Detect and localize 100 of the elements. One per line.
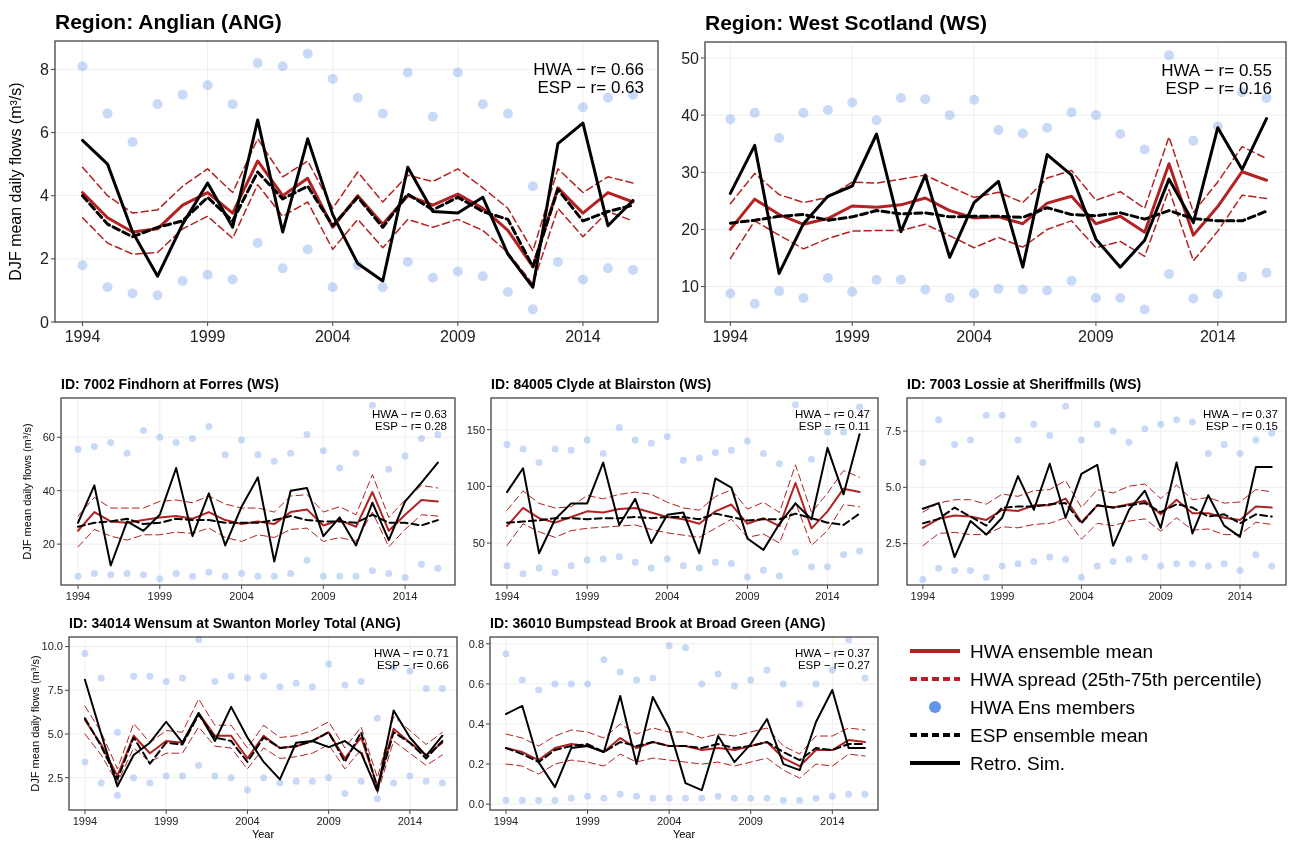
point <box>1236 450 1244 458</box>
chart-title: ID: 36010 Bumpstead Brook at Broad Green (ANG) <box>490 615 826 631</box>
point <box>417 435 425 443</box>
point <box>847 286 858 297</box>
legend-label: HWA ensemble mean <box>970 640 1154 662</box>
point <box>477 271 488 282</box>
point <box>195 761 203 769</box>
point <box>1212 289 1223 299</box>
point <box>502 287 513 297</box>
point <box>679 562 687 570</box>
point <box>727 446 735 454</box>
point <box>452 67 463 78</box>
point <box>152 290 163 301</box>
point <box>238 436 246 444</box>
point <box>895 274 906 285</box>
x-tick-label: 1994 <box>712 328 749 345</box>
y-tick-label: 50 <box>472 536 485 549</box>
point <box>1046 553 1054 561</box>
line-series <box>505 723 866 755</box>
annotation: HWA − r= 0.47 <box>795 408 870 420</box>
point <box>357 678 365 686</box>
point <box>1173 560 1181 568</box>
point <box>319 447 327 455</box>
point <box>277 263 288 274</box>
point <box>871 274 882 285</box>
y-tick-label: 5.0 <box>47 727 63 740</box>
point <box>583 436 591 444</box>
point <box>302 48 313 59</box>
point <box>390 779 398 787</box>
point <box>452 266 463 277</box>
y-tick-label: 30 <box>681 163 700 181</box>
point <box>139 571 147 579</box>
point <box>679 456 687 464</box>
point <box>551 569 559 577</box>
line-series <box>506 501 861 546</box>
point <box>631 436 639 444</box>
point <box>178 674 186 682</box>
point <box>919 576 927 584</box>
y-tick-label: 0.4 <box>468 717 484 730</box>
point <box>81 650 89 658</box>
point <box>1261 93 1272 103</box>
point <box>252 238 263 249</box>
annotation: HWA − r= 0.71 <box>374 647 449 659</box>
point <box>102 282 113 293</box>
point <box>172 439 180 447</box>
point <box>600 656 608 664</box>
point <box>763 794 771 802</box>
point <box>982 573 990 581</box>
point <box>221 451 229 459</box>
point <box>711 448 719 456</box>
x-tick-label: 2004 <box>235 815 260 827</box>
x-tick-label: 2014 <box>392 590 418 602</box>
point <box>303 431 311 439</box>
x-tick-label: 2009 <box>1078 328 1114 345</box>
point <box>107 439 115 447</box>
point <box>647 564 655 572</box>
chart-title: ID: 84005 Clyde at Blairston (WS) <box>491 376 712 392</box>
y-tick-label: 7.5 <box>885 424 901 437</box>
annotation: HWA − r= 0.37 <box>1203 408 1278 420</box>
point <box>584 792 592 800</box>
point <box>1164 269 1175 279</box>
point <box>665 794 673 802</box>
point <box>302 244 313 255</box>
point <box>1188 418 1196 426</box>
point <box>1125 555 1133 563</box>
point <box>123 570 131 578</box>
point <box>779 680 787 688</box>
point <box>583 556 591 564</box>
point <box>97 779 105 787</box>
point <box>982 411 990 419</box>
point <box>812 680 820 688</box>
legend-label: HWA spread (25th-75th percentile) <box>970 668 1262 690</box>
point <box>1014 560 1022 568</box>
point <box>373 795 381 803</box>
point <box>840 550 848 558</box>
point <box>202 269 213 280</box>
x-tick-label: 2004 <box>656 815 682 827</box>
point <box>1220 441 1228 449</box>
annotation: ESP − r= 0.27 <box>797 659 870 671</box>
point <box>567 794 575 802</box>
point <box>808 455 815 463</box>
legend-label: HWA Ens members <box>970 696 1136 718</box>
point <box>303 556 311 564</box>
point <box>895 93 906 103</box>
point <box>1077 573 1085 581</box>
point <box>1017 284 1028 295</box>
point <box>647 439 655 447</box>
point <box>1014 436 1022 444</box>
point <box>1252 436 1260 444</box>
line-series <box>728 117 1268 275</box>
point <box>270 572 278 580</box>
point <box>368 401 376 409</box>
point <box>341 681 349 689</box>
y-tick-label: 0.2 <box>468 757 484 770</box>
point <box>567 680 575 688</box>
point <box>714 792 722 800</box>
y-axis-title: DJF mean daily flows (m³/s) <box>21 423 33 560</box>
y-tick-label: 2 <box>40 250 50 268</box>
point <box>243 786 251 794</box>
point <box>1125 438 1133 446</box>
